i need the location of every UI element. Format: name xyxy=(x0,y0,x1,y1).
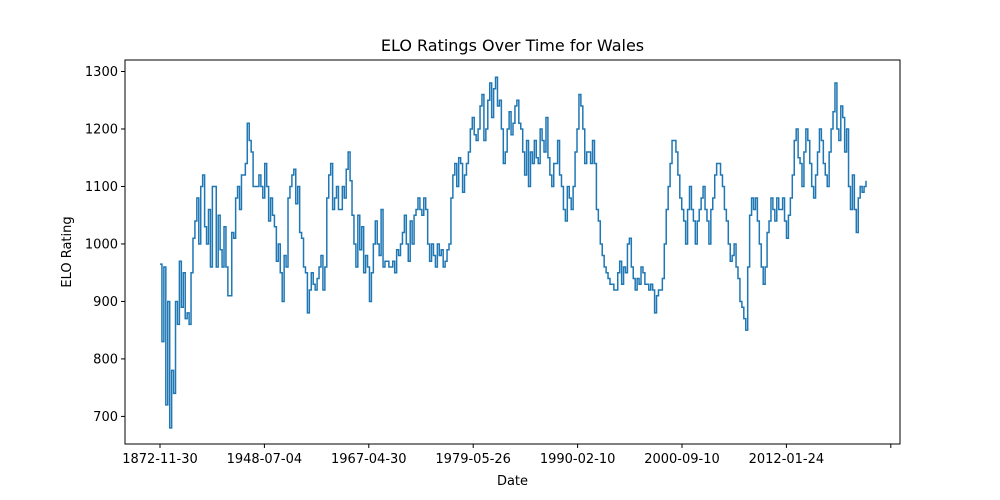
y-axis: 700 800 900 1000 1100 1200 1300 xyxy=(85,65,125,425)
y-tick-label: 800 xyxy=(93,352,118,367)
y-tick-label: 1200 xyxy=(85,122,118,137)
x-tick-label: 1979-05-26 xyxy=(435,452,511,467)
y-tick-label: 1300 xyxy=(85,65,118,80)
x-tick-label: 2000-09-10 xyxy=(644,452,720,467)
series-line xyxy=(160,76,867,429)
x-tick-label: 1948-07-04 xyxy=(227,452,303,467)
y-tick-label: 700 xyxy=(93,410,118,425)
y-tick-label: 1000 xyxy=(85,237,118,252)
series-layer xyxy=(160,76,867,429)
y-tick-label: 900 xyxy=(93,295,118,310)
y-axis-label: ELO Rating xyxy=(60,216,75,287)
y-tick-label: 1100 xyxy=(85,180,118,195)
x-axis-label: Date xyxy=(497,474,528,489)
x-tick-label: 1967-04-30 xyxy=(331,452,407,467)
x-tick-label: 2012-01-24 xyxy=(749,452,825,467)
x-tick-label: 1872-11-30 xyxy=(122,452,198,467)
x-tick-label: 1990-02-10 xyxy=(540,452,616,467)
plot-area xyxy=(124,59,901,445)
x-axis: 1872-11-30 1948-07-04 1967-04-30 1979-05-26… xyxy=(122,444,892,467)
plot-frame xyxy=(124,59,901,445)
chart-title: ELO Ratings Over Time for Wales xyxy=(381,36,644,55)
